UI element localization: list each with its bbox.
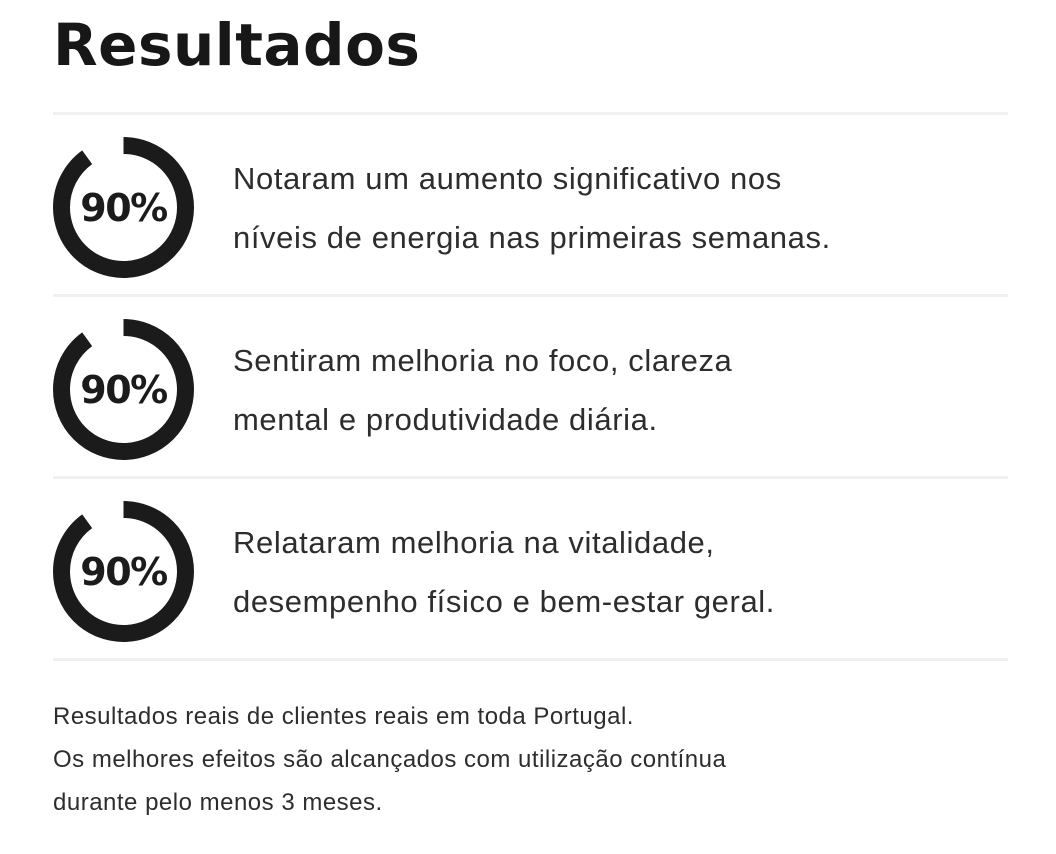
result-text-line: Notaram um aumento significativo nos [233, 160, 782, 196]
result-row: 90% Sentiram melhoria no foco, clareza m… [53, 297, 1008, 476]
progress-ring-arc-icon [53, 501, 194, 642]
result-text-line: mental e produtividade diária. [233, 401, 658, 437]
progress-ring: 90% [53, 501, 194, 642]
progress-ring: 90% [53, 137, 194, 278]
progress-percent: 90% [80, 185, 168, 230]
results-section: Resultados 90% Notaram um aumento signif… [53, 11, 1008, 824]
result-text: Sentiram melhoria no foco, clareza menta… [233, 331, 732, 449]
result-row: 90% Notaram um aumento significativo nos… [53, 115, 1008, 294]
divider [53, 294, 1008, 297]
result-text-line: Relataram melhoria na vitalidade, [233, 524, 715, 560]
footer-line: durante pelo menos 3 meses. [53, 789, 383, 816]
result-text-line: desempenho físico e bem-estar geral. [233, 583, 775, 619]
divider [53, 658, 1008, 661]
footer-line: Os melhores efeitos são alcançados com u… [53, 746, 727, 773]
result-text-line: níveis de energia nas primeiras semanas. [233, 219, 831, 255]
divider [53, 112, 1008, 115]
progress-percent: 90% [80, 549, 168, 594]
page-title: Resultados [53, 11, 421, 79]
result-text-line: Sentiram melhoria no foco, clareza [233, 342, 733, 378]
progress-ring-arc-icon [53, 319, 194, 460]
result-text: Notaram um aumento significativo nos nív… [233, 149, 831, 267]
progress-ring: 90% [53, 319, 194, 460]
result-text: Relataram melhoria na vitalidade, desemp… [233, 513, 775, 631]
progress-ring-arc-icon [53, 137, 194, 278]
footer-line: Resultados reais de clientes reais em to… [53, 703, 634, 730]
result-row: 90% Relataram melhoria na vitalidade, de… [53, 479, 1008, 658]
footer-note: Resultados reais de clientes reais em to… [53, 695, 1008, 824]
divider [53, 476, 1008, 479]
progress-percent: 90% [80, 367, 168, 412]
